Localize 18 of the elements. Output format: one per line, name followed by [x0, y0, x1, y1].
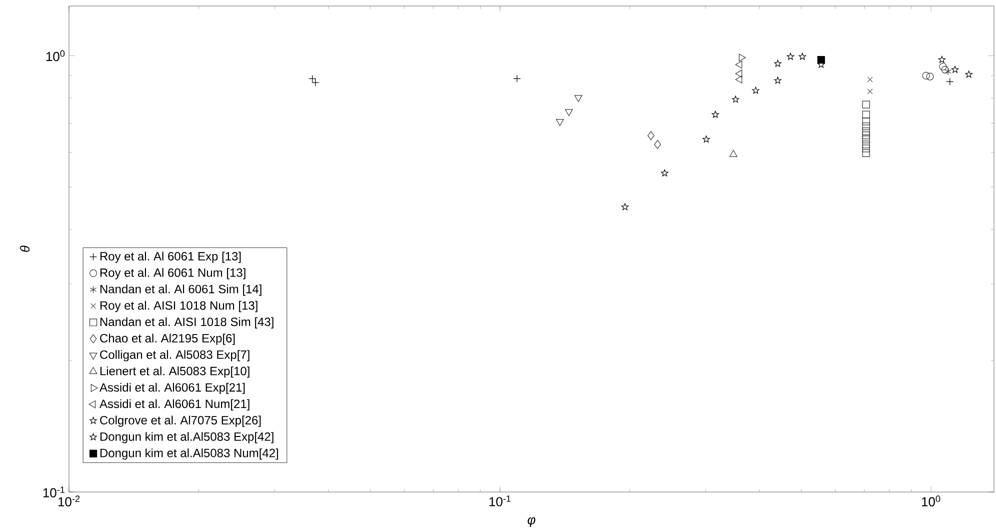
legend-label: Chao et al. Al2195 Exp[6] — [100, 334, 235, 345]
x-axis-title: φ — [528, 517, 536, 527]
legend-label: Dongun kim et al.Al5083 Num[42] — [100, 448, 278, 460]
y-axis-title: θ — [20, 246, 30, 252]
legend-label: Lienert et al. Al5083 Exp[10] — [100, 366, 250, 378]
x-tick-label: 10$^{0}$ — [922, 496, 940, 506]
legend-label: Dongun kim et al.Al5083 Exp[42] — [100, 432, 274, 444]
legend-label: Nandan et al. AISI 1018 Sim [43] — [100, 317, 274, 328]
legend-label: Colgrove et al. Al7075 Exp[26] — [100, 416, 261, 427]
x-tick-label: 10$^{-2}$ — [58, 496, 80, 506]
legend-label: Assidi et al. Al6061 Exp[21] — [99, 382, 245, 394]
legend-label: Roy et al. Al 6061 Exp [13] — [100, 252, 241, 263]
legend-label: Roy et al. Al 6061 Num [13] — [100, 268, 246, 280]
x-tick-label: 10$^{-1}$ — [489, 496, 511, 506]
legend-label: Colligan et al. Al5083 Exp[7] — [100, 350, 250, 362]
legend-label: Nandan et al. Al 6061 Sim [14] — [100, 284, 262, 296]
legend-label: Assidi et al. Al6061 Num[21] — [99, 399, 250, 410]
legend-label: Roy et al. AISI 1018 Num [13] — [100, 300, 258, 312]
